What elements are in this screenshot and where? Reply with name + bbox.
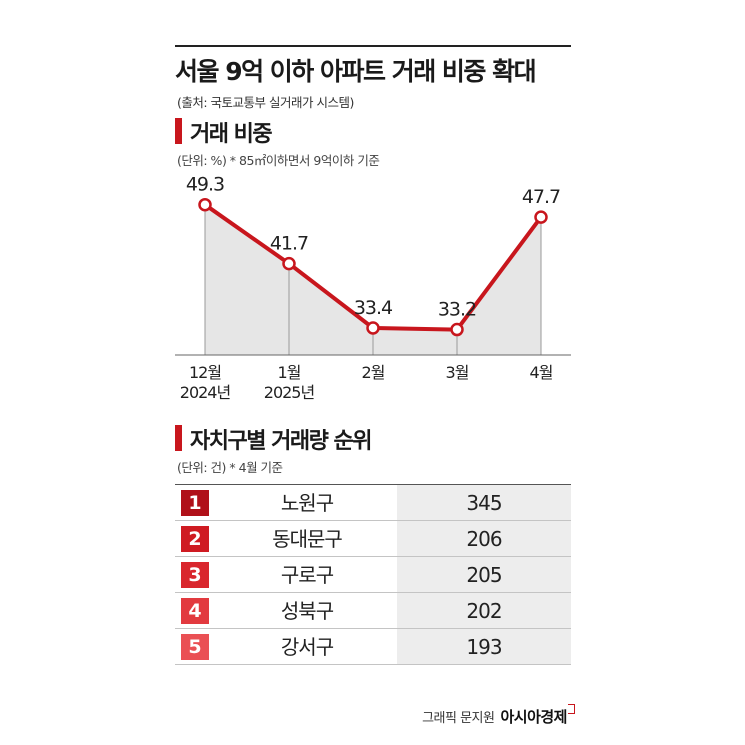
rank-badge: 5 xyxy=(181,634,209,660)
data-point xyxy=(366,321,380,335)
x-tick-label: 4월 xyxy=(530,363,553,382)
transaction-count: 193 xyxy=(397,629,571,665)
district-name: 구로구 xyxy=(280,563,334,587)
brand-mark-icon xyxy=(568,704,575,714)
row-divider xyxy=(175,520,571,521)
rank-badge: 1 xyxy=(181,490,209,516)
ranking-table: 1 노원구 345 2 동대문구 206 3 구로구 205 4 성북구 202 5 강서구 193 xyxy=(175,484,571,665)
transaction-count: 202 xyxy=(397,593,571,629)
x-tick-label: 1월 xyxy=(278,363,301,382)
brand-logo: 아시아경제 xyxy=(500,708,567,726)
district-name: 강서구 xyxy=(280,635,334,659)
data-point xyxy=(282,256,296,271)
district-name: 노원구 xyxy=(280,491,334,515)
district-name: 성북구 xyxy=(280,599,334,623)
table-row: 1 노원구 345 xyxy=(175,485,571,521)
x-tick-label: 2월 xyxy=(362,363,385,382)
x-tick-label: 3월 xyxy=(446,363,469,382)
table-row: 5 강서구 193 xyxy=(175,629,571,665)
page-title: 서울 9억 이하 아파트 거래 비중 확대 xyxy=(175,57,537,86)
credit: 그래픽 문지원 아시아경제 xyxy=(422,706,567,727)
credit-text: 그래픽 문지원 xyxy=(422,711,495,726)
row-divider xyxy=(175,628,571,629)
x-tick-label: 12월 xyxy=(189,363,221,382)
section-marker xyxy=(175,118,182,144)
source-note: (출처: 국토교통부 실거래가 시스템) xyxy=(177,95,354,110)
transaction-count: 205 xyxy=(397,557,571,593)
data-point xyxy=(198,197,212,212)
transaction-count: 206 xyxy=(397,521,571,557)
rank-badge: 4 xyxy=(181,598,209,624)
table-top-rule xyxy=(175,484,571,485)
row-divider xyxy=(175,664,571,665)
data-label: 33.2 xyxy=(438,299,476,321)
unit-note-ranking: (단위: 건) * 4월 기준 xyxy=(177,460,283,475)
data-label: 41.7 xyxy=(270,233,308,255)
data-label: 33.4 xyxy=(354,297,393,319)
unit-note-share: (단위: %) * 85㎡이하면서 9억이하 기준 xyxy=(177,153,380,168)
x-tick-label: 2024년 xyxy=(180,383,231,402)
table-row: 2 동대문구 206 xyxy=(175,521,571,557)
row-divider xyxy=(175,556,571,557)
data-label: 47.7 xyxy=(522,186,560,208)
x-tick-label: 2025년 xyxy=(264,383,315,402)
transaction-count: 345 xyxy=(397,485,571,521)
row-divider xyxy=(175,592,571,593)
section-title-share: 거래 비중 xyxy=(190,122,273,147)
title-rule xyxy=(175,45,571,47)
section-title-ranking: 자치구별 거래량 순위 xyxy=(190,429,372,454)
table-row: 4 성북구 202 xyxy=(175,593,571,629)
table-row: 3 구로구 205 xyxy=(175,557,571,593)
section-marker xyxy=(175,425,182,451)
data-point xyxy=(450,322,464,337)
data-label: 49.3 xyxy=(186,174,224,196)
data-point xyxy=(534,210,548,224)
district-name: 동대문구 xyxy=(272,527,343,551)
rank-badge: 3 xyxy=(181,562,209,588)
rank-badge: 2 xyxy=(181,526,209,552)
